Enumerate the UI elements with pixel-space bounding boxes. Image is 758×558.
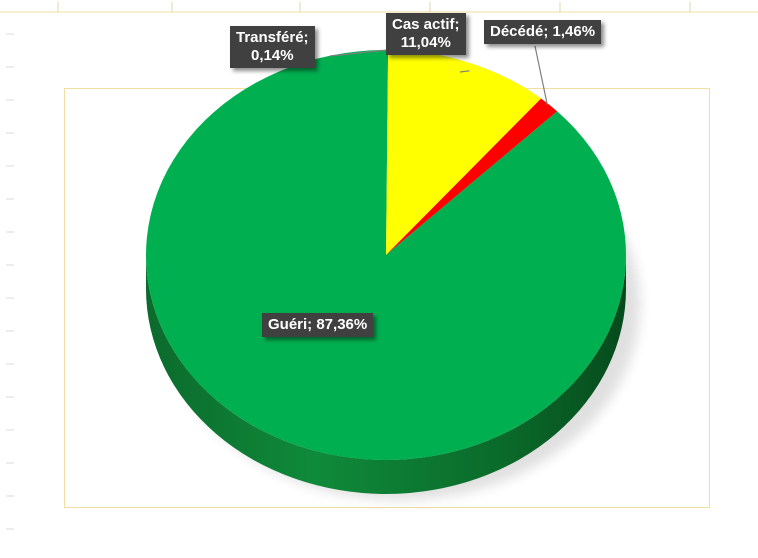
sheet-gridline-ticks <box>6 2 691 530</box>
pie-side-wall <box>146 255 626 494</box>
data-label-gueri-line1: Guéri; 87,36% <box>268 316 368 333</box>
data-label-cas-actif-line2: 11,04% <box>400 34 451 51</box>
data-label-cas-actif-line1: Cas actif; <box>392 16 460 33</box>
pie-slice-decede[interactable] <box>386 98 558 256</box>
pie-slice-gueri[interactable] <box>146 50 627 460</box>
leader-line-decede <box>534 45 548 105</box>
data-label-cas-actif[interactable]: Cas actif; 11,04% <box>386 13 466 55</box>
pie-slice-cas-actif[interactable] <box>386 50 542 255</box>
pie-slices <box>146 50 627 460</box>
data-label-decede[interactable]: Décédé; 1,46% <box>484 20 602 44</box>
pie-slice-transfere[interactable] <box>386 50 389 255</box>
leader-lines <box>329 45 548 105</box>
data-label-transfere-line1: Transféré; <box>236 29 309 46</box>
pie-side-depth <box>146 255 626 494</box>
data-label-transfere[interactable]: Transféré; 0,14% <box>230 26 315 68</box>
data-label-decede-line1: Décédé; 1,46% <box>490 23 596 40</box>
leader-line-cas-actif <box>459 70 470 73</box>
leader-line-transfere <box>329 49 388 57</box>
data-label-transfere-line2: 0,14% <box>251 47 294 64</box>
data-label-gueri[interactable]: Guéri; 87,36% <box>262 313 374 337</box>
